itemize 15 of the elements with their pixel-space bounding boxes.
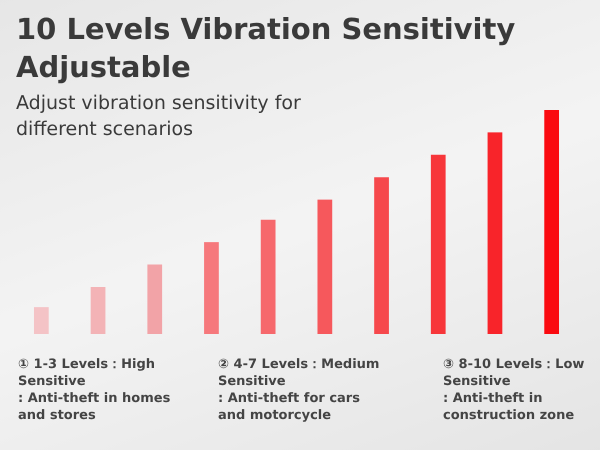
- bar: [260, 220, 276, 334]
- chart-title: 10 Levels Vibration Sensitivity Adjustable: [16, 11, 516, 86]
- bar: [544, 110, 560, 334]
- bar: [374, 177, 389, 334]
- text: ③ 8-10 Levels：Low Sensitive : Anti-theft in construction zone: [443, 356, 586, 424]
- chart-subtitle: Adjust vibration sensitivity for different scenarios: [16, 91, 302, 142]
- bar: [430, 154, 446, 334]
- text: ② 4-7 Levels：Medium Sensitive : Anti-theft for cars and motorcycle: [218, 356, 380, 424]
- bar: [204, 242, 219, 334]
- bar: [90, 286, 106, 334]
- text: ① 1-3 Levels：High Sensitive : Anti-theft in homes and stores: [18, 356, 172, 424]
- bar: [488, 132, 502, 334]
- bar: [317, 200, 332, 334]
- bar: [147, 264, 162, 334]
- bar: [34, 307, 49, 334]
